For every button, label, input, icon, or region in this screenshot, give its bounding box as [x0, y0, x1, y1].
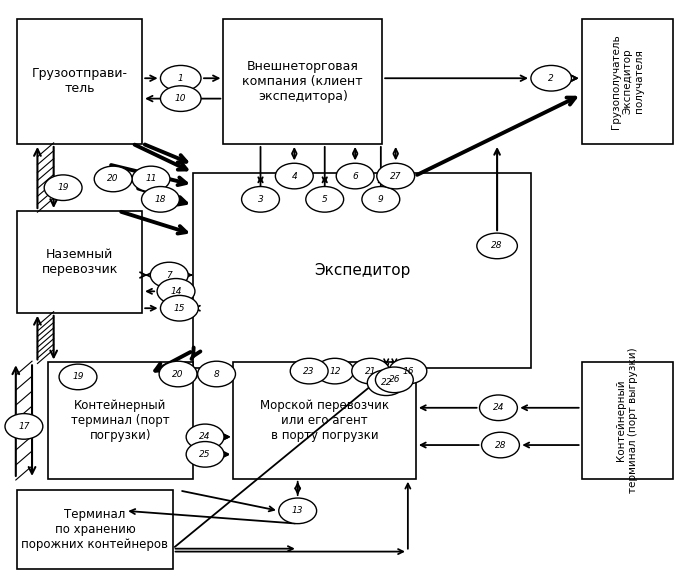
Text: 27: 27 — [390, 171, 402, 181]
Text: Экспедитор: Экспедитор — [314, 263, 410, 278]
Ellipse shape — [275, 163, 313, 189]
Ellipse shape — [367, 370, 405, 395]
Ellipse shape — [161, 86, 201, 111]
Text: 6: 6 — [352, 171, 358, 181]
Ellipse shape — [306, 187, 344, 212]
Text: Контейнерный
терминал (порт
погрузки): Контейнерный терминал (порт погрузки) — [71, 399, 170, 442]
Text: 17: 17 — [18, 422, 30, 431]
Ellipse shape — [531, 66, 571, 91]
Ellipse shape — [375, 367, 413, 393]
Text: Контейнерный
терминал (порт выгрузки): Контейнерный терминал (порт выгрузки) — [616, 347, 638, 493]
Ellipse shape — [161, 66, 201, 91]
Ellipse shape — [389, 358, 427, 384]
Ellipse shape — [159, 361, 197, 387]
Ellipse shape — [316, 358, 354, 384]
Ellipse shape — [161, 295, 198, 321]
Text: 23: 23 — [304, 367, 315, 376]
Bar — [17, 19, 142, 144]
Text: 16: 16 — [402, 367, 413, 376]
Ellipse shape — [290, 358, 328, 384]
Text: 12: 12 — [329, 367, 340, 376]
Text: Наземный
перевозчик: Наземный перевозчик — [42, 248, 118, 276]
Text: 14: 14 — [170, 287, 182, 296]
Ellipse shape — [142, 187, 179, 212]
Ellipse shape — [477, 233, 518, 259]
Ellipse shape — [151, 262, 188, 288]
Text: 15: 15 — [174, 304, 185, 313]
Text: 28: 28 — [492, 242, 503, 250]
Text: 2: 2 — [548, 74, 554, 82]
Text: 28: 28 — [494, 441, 506, 449]
Text: 20: 20 — [172, 370, 184, 378]
Text: Морской перевозчик
или его агент
в порту погрузки: Морской перевозчик или его агент в порту… — [260, 399, 390, 442]
Bar — [193, 173, 531, 368]
Bar — [582, 362, 673, 479]
Ellipse shape — [362, 187, 400, 212]
Text: 13: 13 — [292, 507, 304, 515]
Text: 5: 5 — [322, 195, 328, 204]
Ellipse shape — [336, 163, 374, 189]
Ellipse shape — [157, 278, 195, 304]
Text: 10: 10 — [175, 94, 187, 103]
Text: 25: 25 — [200, 450, 211, 459]
Ellipse shape — [377, 163, 415, 189]
Ellipse shape — [479, 395, 518, 421]
Bar — [223, 19, 382, 144]
Bar — [234, 362, 416, 479]
Text: Грузополучатель
Экспедитор
получателя: Грузополучатель Экспедитор получателя — [611, 34, 644, 129]
Bar — [582, 19, 673, 144]
Bar — [17, 490, 172, 569]
Text: 8: 8 — [214, 370, 219, 378]
Text: 7: 7 — [166, 270, 172, 280]
Ellipse shape — [186, 424, 224, 450]
Text: 19: 19 — [57, 183, 69, 192]
Ellipse shape — [94, 166, 132, 192]
Text: 26: 26 — [389, 376, 400, 384]
Text: Грузоотправи-
тель: Грузоотправи- тель — [32, 67, 127, 95]
Ellipse shape — [352, 358, 390, 384]
Ellipse shape — [44, 175, 82, 201]
Text: 19: 19 — [72, 373, 84, 381]
Ellipse shape — [481, 432, 520, 458]
Text: Терминал
по хранению
порожних контейнеров: Терминал по хранению порожних контейнеро… — [21, 508, 168, 551]
Ellipse shape — [59, 364, 97, 390]
Text: 1: 1 — [178, 74, 184, 82]
Text: 4: 4 — [291, 171, 297, 181]
Ellipse shape — [197, 361, 236, 387]
Bar — [48, 362, 193, 479]
Text: Внешнеторговая
компания (клиент
экспедитора): Внешнеторговая компания (клиент экспедит… — [242, 60, 363, 103]
Text: 9: 9 — [378, 195, 383, 204]
Ellipse shape — [186, 442, 224, 467]
Text: 21: 21 — [365, 367, 377, 376]
Text: 24: 24 — [492, 403, 504, 412]
Text: 3: 3 — [257, 195, 264, 204]
Text: 24: 24 — [200, 432, 211, 442]
Text: 22: 22 — [381, 378, 392, 387]
Bar — [17, 211, 142, 313]
Text: 11: 11 — [145, 174, 157, 184]
Ellipse shape — [279, 498, 317, 524]
Text: 20: 20 — [108, 174, 119, 184]
Ellipse shape — [242, 187, 279, 212]
Ellipse shape — [5, 414, 43, 439]
Ellipse shape — [132, 166, 170, 192]
Text: 18: 18 — [155, 195, 166, 204]
